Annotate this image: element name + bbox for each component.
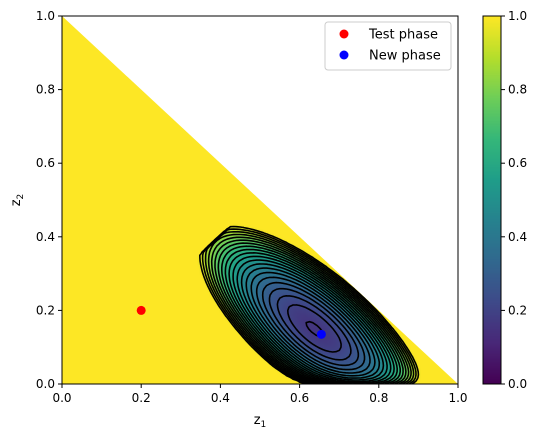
legend: Test phase New phase xyxy=(324,21,452,71)
point-test-phase xyxy=(136,305,146,315)
colorbar-frame xyxy=(482,15,502,385)
contour-line-4 xyxy=(287,304,342,353)
colorbar-tick-label: 0.0 xyxy=(508,377,527,391)
contour-line-16 xyxy=(221,245,401,384)
contour-line-15 xyxy=(224,248,398,384)
x-axis-ticks: 0.0 0.2 0.4 0.6 0.8 1.0 xyxy=(52,384,468,405)
plot-frame xyxy=(61,15,459,385)
heatmap-field xyxy=(62,16,458,384)
x-tick-label: 0.0 xyxy=(52,391,71,405)
contour-line-18 xyxy=(214,239,407,384)
y-tick-label: 0.6 xyxy=(36,156,55,170)
y-tick-label: 0.8 xyxy=(36,83,55,97)
y-tick-label: 1.0 xyxy=(36,9,55,23)
contour-line-9 xyxy=(250,271,376,377)
plot-area xyxy=(62,16,458,384)
colorbar-tick-label: 0.6 xyxy=(508,156,527,170)
x-axis-label: z1 xyxy=(254,413,267,430)
legend-marker-new-phase xyxy=(339,50,349,60)
colorbar-tick-label: 0.2 xyxy=(508,303,527,317)
contour-line-11 xyxy=(240,263,385,381)
x-tick-label: 0.6 xyxy=(290,391,309,405)
y-tick-label: 0.0 xyxy=(36,377,55,391)
colorbar-gradient xyxy=(483,16,501,384)
colorbar-tick-label: 1.0 xyxy=(508,9,527,23)
x-tick-label: 1.0 xyxy=(448,391,467,405)
contour-line-20 xyxy=(207,233,412,384)
contour-line-14 xyxy=(228,252,395,384)
phase-points xyxy=(136,305,326,339)
contour-line-7 xyxy=(261,281,366,371)
y-axis-label: z2 xyxy=(9,194,26,207)
legend-marker-test-phase xyxy=(339,29,349,39)
x-tick-label: 0.8 xyxy=(369,391,388,405)
x-tick-label: 0.2 xyxy=(132,391,151,405)
contour-line-22 xyxy=(201,228,417,384)
y-axis-ticks: 0.0 0.2 0.4 0.6 0.8 1.0 xyxy=(36,9,62,391)
contour-line-12 xyxy=(236,259,388,383)
contour-line-8 xyxy=(255,276,371,374)
contour-line-13 xyxy=(232,255,392,384)
contour-line-23 xyxy=(199,225,420,384)
colorbar-ticks: 0.0 0.2 0.4 0.6 0.8 1.0 xyxy=(501,9,527,391)
contour-line-19 xyxy=(210,236,410,384)
contour-line-5 xyxy=(276,295,352,361)
legend-label-new-phase: New phase xyxy=(369,49,441,64)
y-tick-label: 0.4 xyxy=(36,230,55,244)
colorbar-tick-label: 0.8 xyxy=(508,83,527,97)
contour-line-17 xyxy=(217,242,404,384)
legend-label-test-phase: Test phase xyxy=(368,28,438,43)
colorbar: 0.0 0.2 0.4 0.6 0.8 1.0 xyxy=(482,9,527,391)
point-new-phase xyxy=(316,329,326,339)
contour-lines xyxy=(199,225,420,384)
x-tick-label: 0.4 xyxy=(211,391,230,405)
contour-line-6 xyxy=(268,287,360,367)
contour-line-10 xyxy=(245,267,381,379)
colorbar-tick-label: 0.4 xyxy=(508,230,527,244)
legend-box xyxy=(324,21,452,71)
y-tick-label: 0.2 xyxy=(36,303,55,317)
